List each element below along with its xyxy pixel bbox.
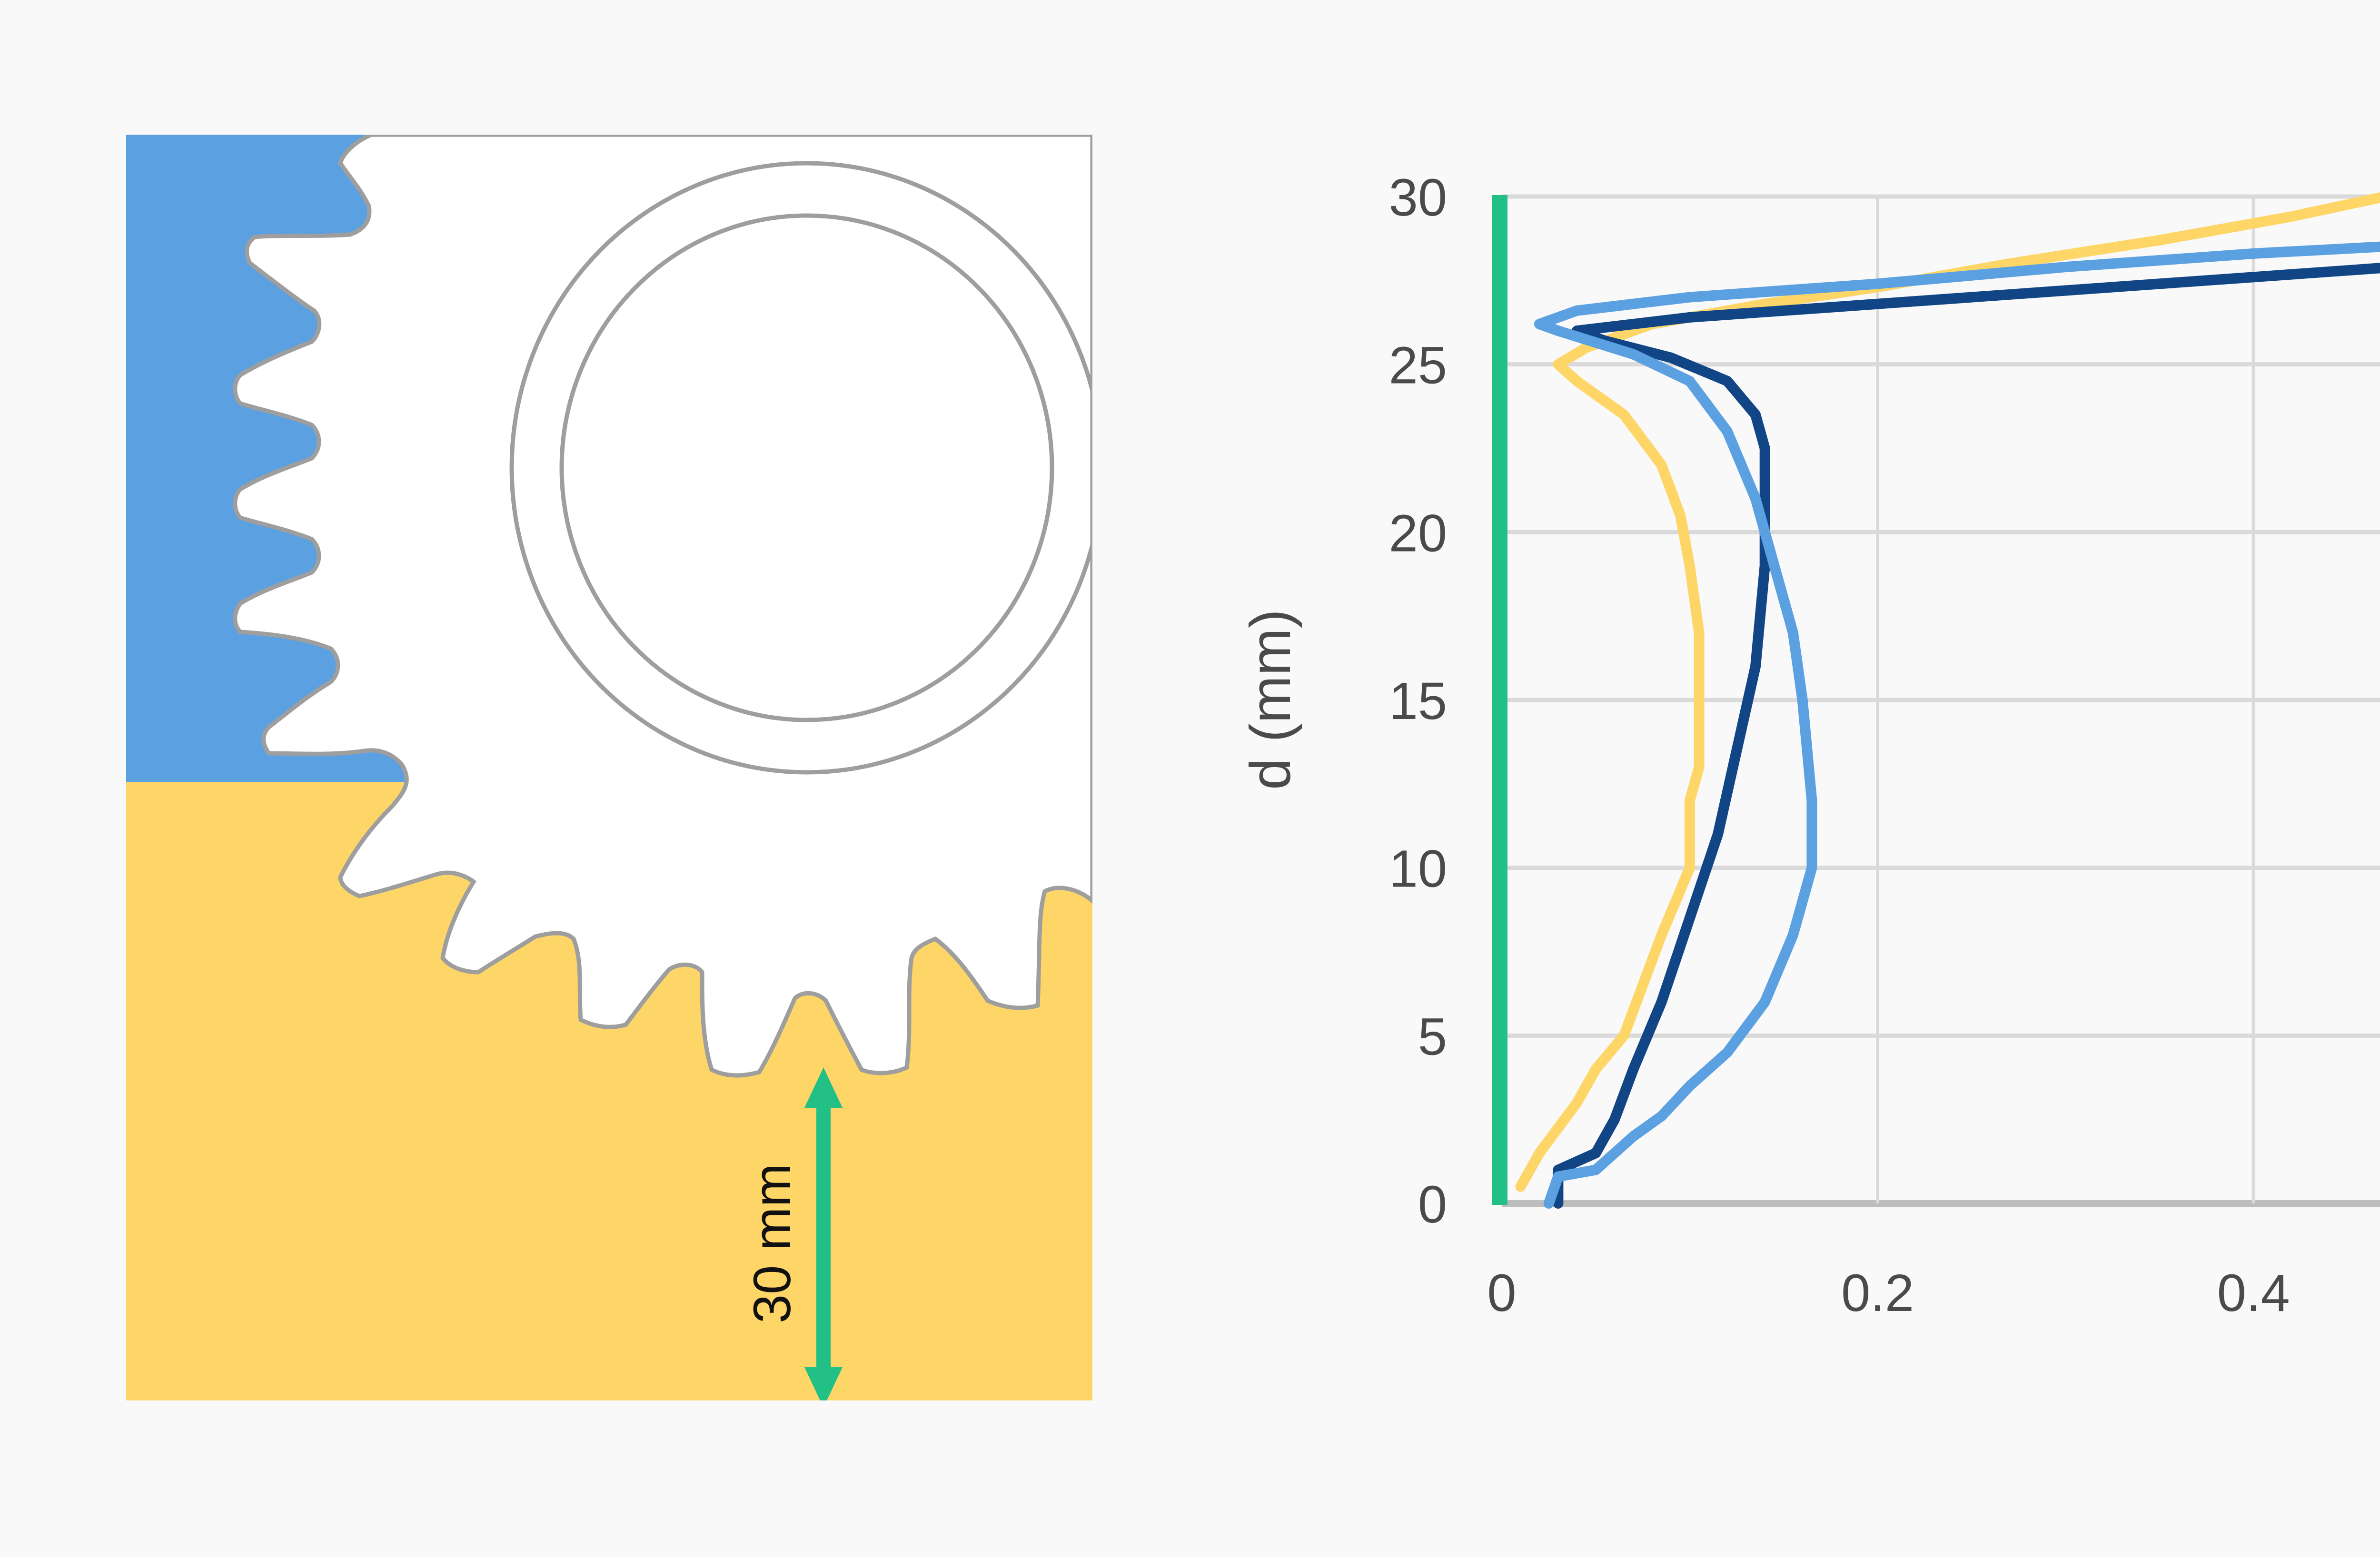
y-tick-label: 5 [1418, 1007, 1447, 1066]
y-tick-label: 15 [1389, 672, 1447, 730]
x-tick-label: 0 [1487, 1264, 1516, 1322]
y-tick-label: 30 [1389, 168, 1447, 227]
gear-inner-ring [559, 213, 1054, 722]
x-tick-label: 0.4 [2217, 1264, 2290, 1322]
data-series [1515, 192, 2380, 1209]
wall-line [1492, 195, 1507, 1205]
y-axis-title: d (mm) [1239, 609, 1302, 790]
y-tick-label: 20 [1389, 504, 1447, 562]
dimension-label: 30 mm [743, 1163, 802, 1323]
y-tick-label: 0 [1418, 1175, 1447, 1234]
series-line-singlephase-sph [1553, 263, 2380, 1209]
gear-outer-ring [509, 161, 1092, 775]
y-tick-label: 10 [1389, 840, 1447, 898]
gear-icon [233, 135, 1092, 1078]
y-axis-ticks: 0 5 10 15 20 25 30 [1389, 168, 1447, 1234]
dimension-arrow [804, 1067, 843, 1400]
x-axis-ticks: 00.20.40.60.81 [1487, 1264, 2290, 1322]
series-line-multiphase-sph [1534, 241, 2380, 1209]
gear-schematic: 30 mm [126, 135, 1092, 1400]
x-tick-label: 0.2 [1841, 1264, 1914, 1322]
y-tick-label: 25 [1389, 336, 1447, 395]
